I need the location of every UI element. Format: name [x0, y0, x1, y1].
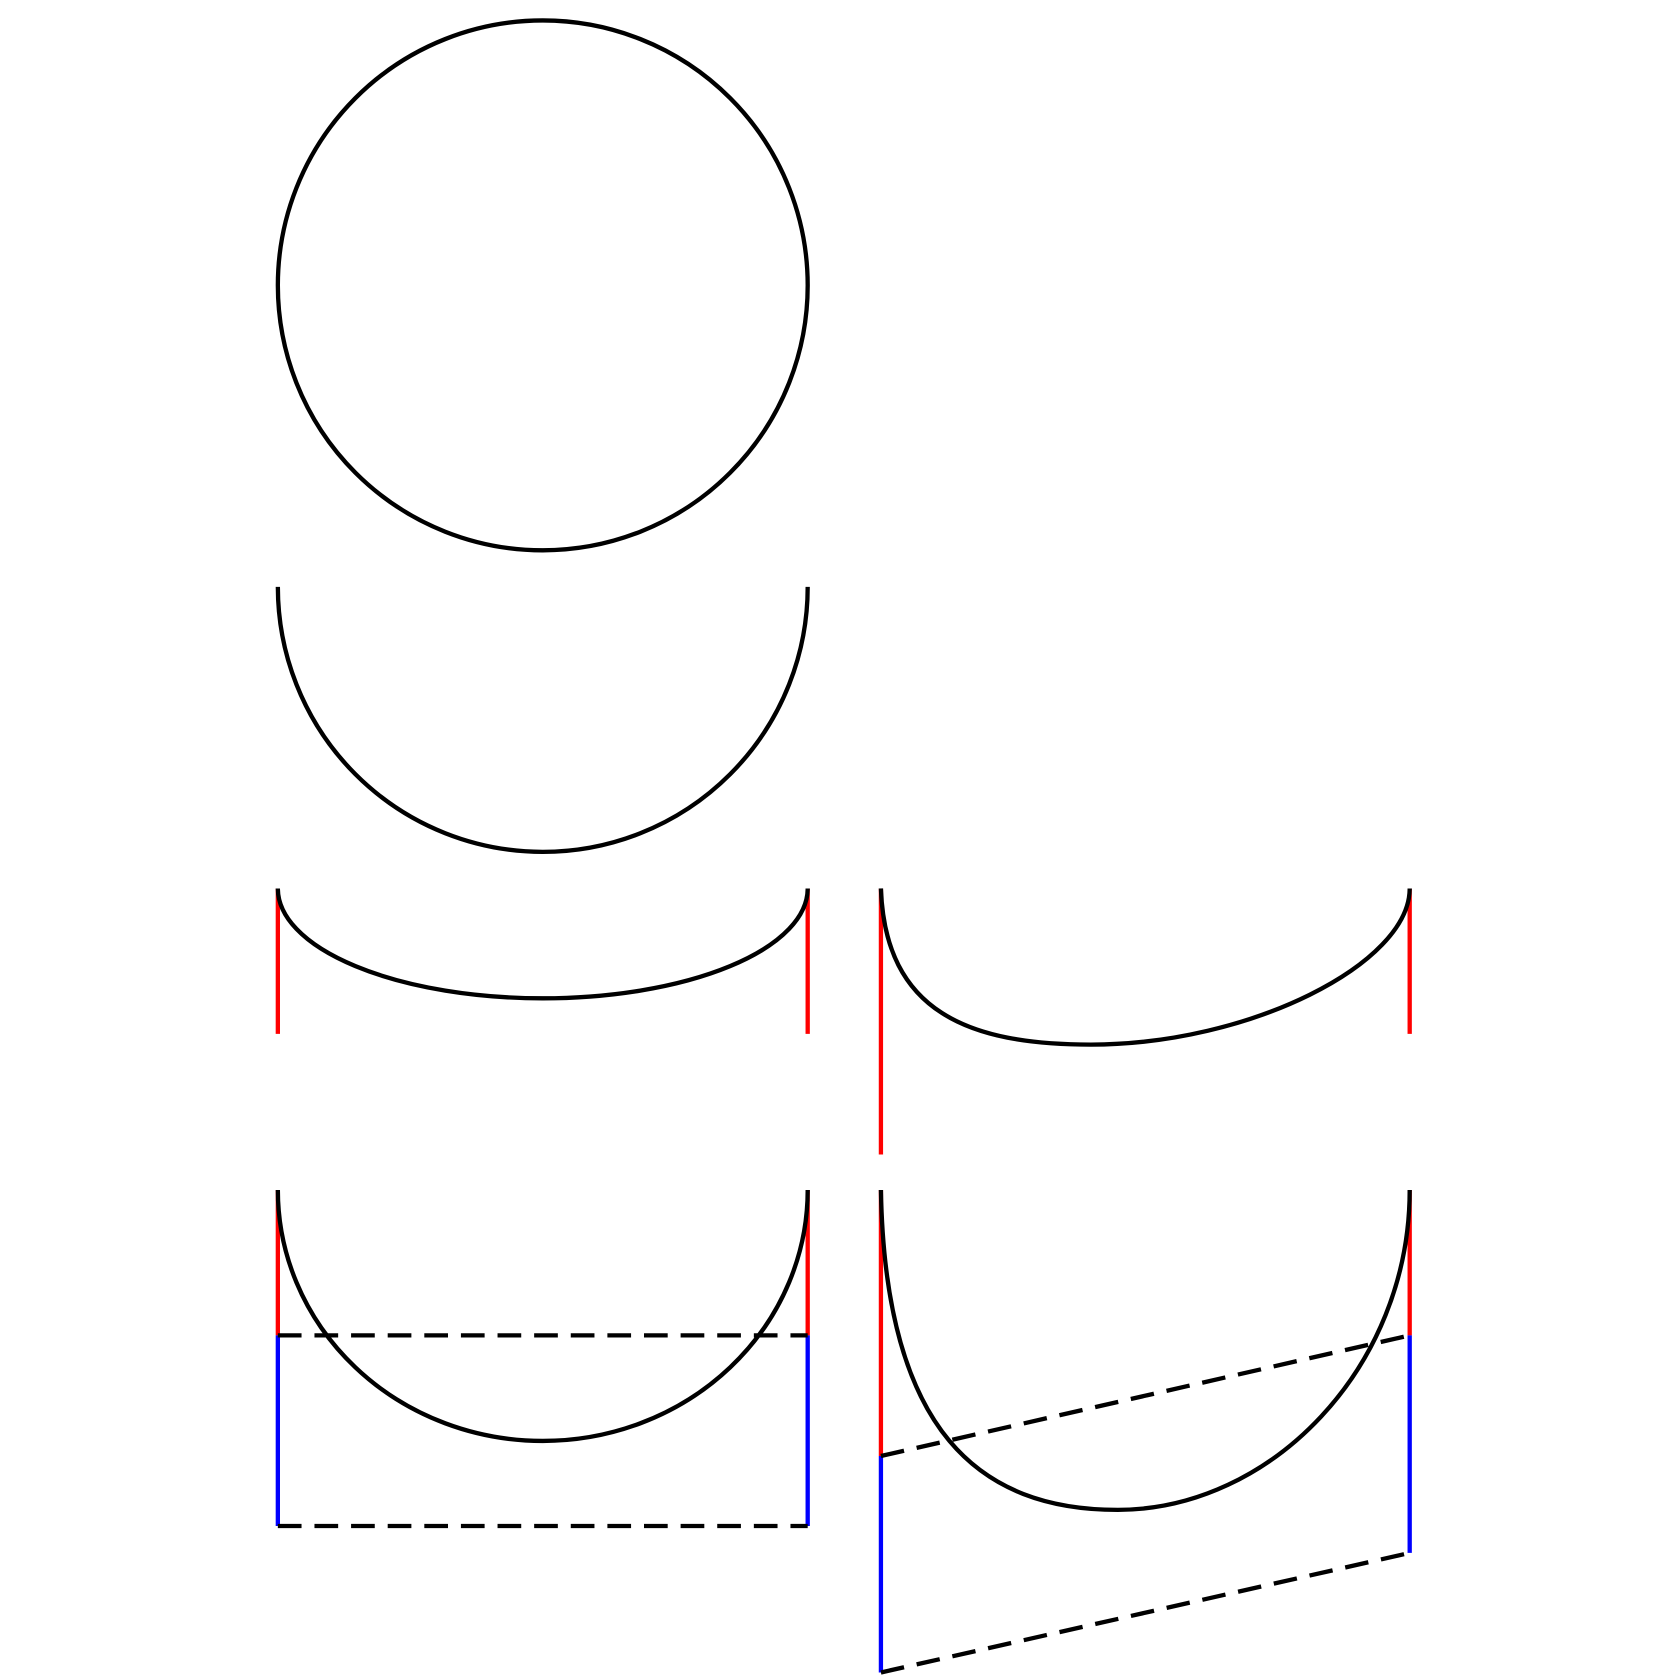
skewed-deep-arc	[878, 1189, 1412, 1513]
dashed-line	[880, 1333, 1411, 1459]
dashed-line	[880, 1550, 1411, 1675]
skewed-arc	[878, 888, 1412, 1047]
semicircle	[275, 586, 810, 854]
flat-arc	[275, 888, 810, 1001]
circle	[275, 18, 810, 553]
deep-arc	[275, 1189, 810, 1444]
